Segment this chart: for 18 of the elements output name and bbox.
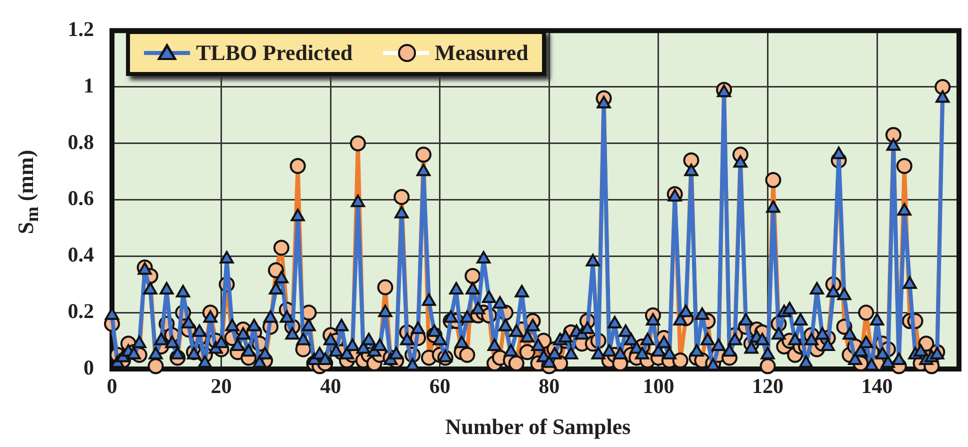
y-tick-label: 0.4: [68, 242, 94, 267]
y-tick-label: 0: [84, 355, 94, 380]
x-tick-label: 100: [642, 374, 674, 398]
x-tick-label: 40: [320, 374, 342, 398]
y-tick-label: 0.2: [68, 299, 94, 324]
y-tick-label: 1: [84, 73, 94, 98]
x-tick-label: 60: [429, 374, 450, 398]
legend-label: Measured: [434, 40, 528, 66]
x-tick-label: 80: [538, 374, 560, 398]
y-tick-label: 1.2: [68, 17, 94, 42]
x-axis-title: Number of Samples: [445, 414, 631, 440]
y-tick-label: 0.8: [68, 130, 94, 154]
x-tick-label: 0: [106, 374, 118, 398]
legend-label: TLBO Predicted: [196, 40, 353, 66]
x-tick-label: 140: [861, 374, 893, 398]
y-tick-label: 0.6: [68, 186, 94, 210]
x-tick-label: 20: [210, 374, 232, 398]
x-tick-label: 120: [752, 374, 784, 398]
